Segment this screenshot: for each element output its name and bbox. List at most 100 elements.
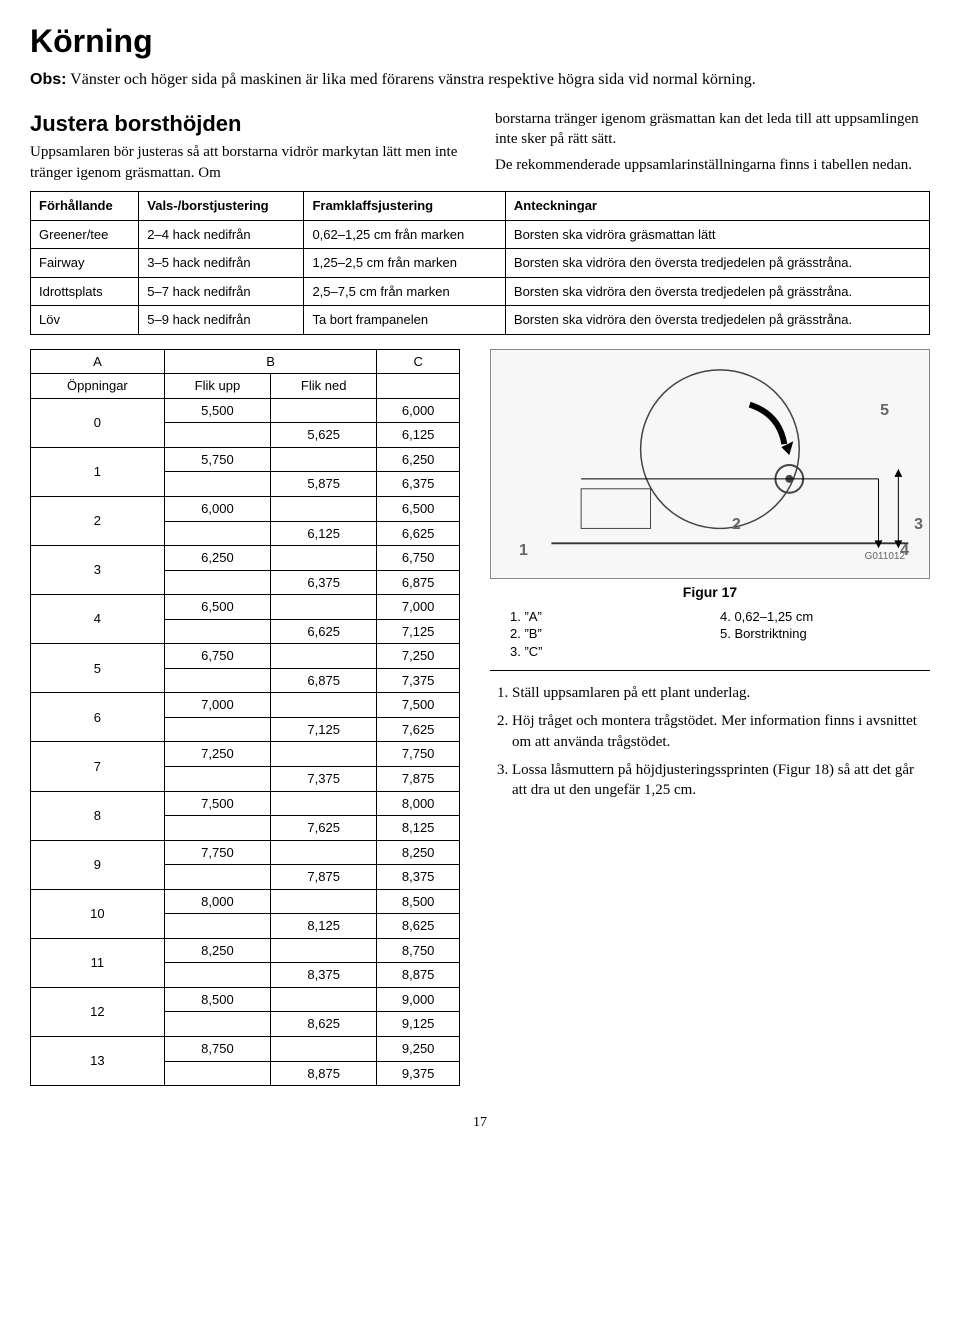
- table-cell: [271, 840, 377, 865]
- table-row: 138,7509,250: [31, 1037, 460, 1062]
- table-row: Greener/tee2–4 hack nedifrån0,62–1,25 cm…: [31, 220, 930, 249]
- fig-label-2: 2: [732, 514, 741, 536]
- table-cell: 7,500: [377, 693, 460, 718]
- num-col-a: A: [31, 349, 165, 374]
- table-cell: 9,250: [377, 1037, 460, 1062]
- step-item: Höj tråget och montera trågstödet. Mer i…: [512, 711, 930, 752]
- table-cell: [164, 619, 270, 644]
- fig-label-3: 3: [914, 514, 923, 536]
- numeric-table: A B C Öppningar Flik upp Flik ned 05,500…: [30, 349, 460, 1086]
- intro-right-p1: borstarna tränger igenom gräsmattan kan …: [495, 109, 930, 150]
- table-cell: 7,250: [164, 742, 270, 767]
- table-cell: [164, 1061, 270, 1086]
- table-cell: 7: [31, 742, 165, 791]
- table-cell: Idrottsplats: [31, 277, 139, 306]
- num-col-b: B: [164, 349, 377, 374]
- table-cell: 6,500: [377, 496, 460, 521]
- table-cell: 5,500: [164, 398, 270, 423]
- table-cell: Borsten ska vidröra den översta tredjede…: [505, 306, 929, 335]
- cond-th: Förhållande: [31, 191, 139, 220]
- table-row: Fairway3–5 hack nedifrån1,25–2,5 cm från…: [31, 249, 930, 278]
- table-cell: 8,875: [377, 963, 460, 988]
- fig-label-1: 1: [519, 540, 528, 562]
- table-cell: 8,625: [377, 914, 460, 939]
- intro-left: Uppsamlaren bör justeras så att borstarn…: [30, 142, 465, 183]
- table-cell: 8,000: [164, 889, 270, 914]
- table-row: 15,7506,250: [31, 447, 460, 472]
- table-cell: 6,375: [271, 570, 377, 595]
- table-cell: 8,000: [377, 791, 460, 816]
- table-cell: 8,125: [271, 914, 377, 939]
- table-cell: 8,750: [164, 1037, 270, 1062]
- legend-item: 1. ”A”: [510, 608, 700, 626]
- figure-17-diagram: 1 2 3 4 5 G011012: [490, 349, 930, 579]
- table-cell: [271, 938, 377, 963]
- table-cell: [271, 889, 377, 914]
- steps-list: Ställ uppsamlaren på ett plant underlag.…: [490, 683, 930, 800]
- table-cell: 8,750: [377, 938, 460, 963]
- table-cell: 12: [31, 987, 165, 1036]
- table-cell: 5: [31, 644, 165, 693]
- table-cell: [164, 570, 270, 595]
- table-cell: 9,000: [377, 987, 460, 1012]
- table-cell: 6,000: [164, 496, 270, 521]
- table-cell: 8,625: [271, 1012, 377, 1037]
- table-cell: 6,750: [164, 644, 270, 669]
- table-cell: 7,875: [271, 865, 377, 890]
- intro-right-p2: De rekommenderade uppsamlarinställningar…: [495, 155, 930, 175]
- table-row: 56,7507,250: [31, 644, 460, 669]
- table-cell: 7,000: [164, 693, 270, 718]
- table-cell: 7,250: [377, 644, 460, 669]
- table-cell: 6,625: [271, 619, 377, 644]
- table-cell: 9,125: [377, 1012, 460, 1037]
- table-row: 26,0006,500: [31, 496, 460, 521]
- table-cell: 6,500: [164, 595, 270, 620]
- table-cell: Borsten ska vidröra den översta tredjede…: [505, 249, 929, 278]
- cond-th: Vals-/borstjustering: [139, 191, 304, 220]
- table-cell: 6,375: [377, 472, 460, 497]
- table-cell: [271, 791, 377, 816]
- table-cell: 7,875: [377, 767, 460, 792]
- table-cell: 6,125: [271, 521, 377, 546]
- table-cell: 8,375: [271, 963, 377, 988]
- table-row: 77,2507,750: [31, 742, 460, 767]
- table-row: 05,5006,000: [31, 398, 460, 423]
- legend-item: 4. 0,62–1,25 cm: [720, 608, 910, 626]
- table-cell: [164, 423, 270, 448]
- table-row: 67,0007,500: [31, 693, 460, 718]
- obs-label: Obs:: [30, 71, 66, 88]
- table-cell: 6,000: [377, 398, 460, 423]
- table-cell: Löv: [31, 306, 139, 335]
- table-cell: 6,875: [271, 668, 377, 693]
- table-row: Löv5–9 hack nedifrånTa bort frampanelenB…: [31, 306, 930, 335]
- table-row: 46,5007,000: [31, 595, 460, 620]
- table-cell: 0: [31, 398, 165, 447]
- conditions-table: Förhållande Vals-/borstjustering Framkla…: [30, 191, 930, 335]
- table-cell: 5–9 hack nedifrån: [139, 306, 304, 335]
- legend-item: 5. Borstriktning: [720, 625, 910, 643]
- table-cell: [271, 447, 377, 472]
- table-cell: 8,125: [377, 816, 460, 841]
- table-cell: [164, 865, 270, 890]
- table-cell: 7,375: [377, 668, 460, 693]
- table-cell: 6,125: [377, 423, 460, 448]
- table-cell: 11: [31, 938, 165, 987]
- table-cell: 7,000: [377, 595, 460, 620]
- table-cell: 7,625: [271, 816, 377, 841]
- legend-item: 2. ”B”: [510, 625, 700, 643]
- table-cell: [271, 595, 377, 620]
- table-cell: 8,500: [377, 889, 460, 914]
- figure-caption: Figur 17: [490, 583, 930, 602]
- table-cell: 1: [31, 447, 165, 496]
- table-cell: [164, 816, 270, 841]
- step-item: Ställ uppsamlaren på ett plant underlag.: [512, 683, 930, 703]
- table-cell: 5,875: [271, 472, 377, 497]
- table-cell: 7,125: [377, 619, 460, 644]
- table-cell: 7,750: [164, 840, 270, 865]
- table-cell: 6,750: [377, 546, 460, 571]
- table-cell: 3: [31, 546, 165, 595]
- fig-code: G011012: [865, 550, 905, 564]
- table-cell: 7,750: [377, 742, 460, 767]
- num-sub-up: Flik upp: [164, 374, 270, 399]
- table-cell: [271, 987, 377, 1012]
